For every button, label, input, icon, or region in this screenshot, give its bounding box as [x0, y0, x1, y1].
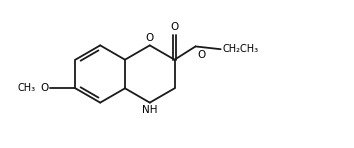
Text: O: O [41, 83, 49, 93]
Text: O: O [145, 33, 154, 43]
Text: CH₃: CH₃ [17, 83, 36, 93]
Text: O: O [197, 50, 205, 60]
Text: O: O [170, 22, 179, 32]
Text: NH: NH [142, 105, 158, 115]
Text: CH₂CH₃: CH₂CH₃ [223, 44, 259, 54]
